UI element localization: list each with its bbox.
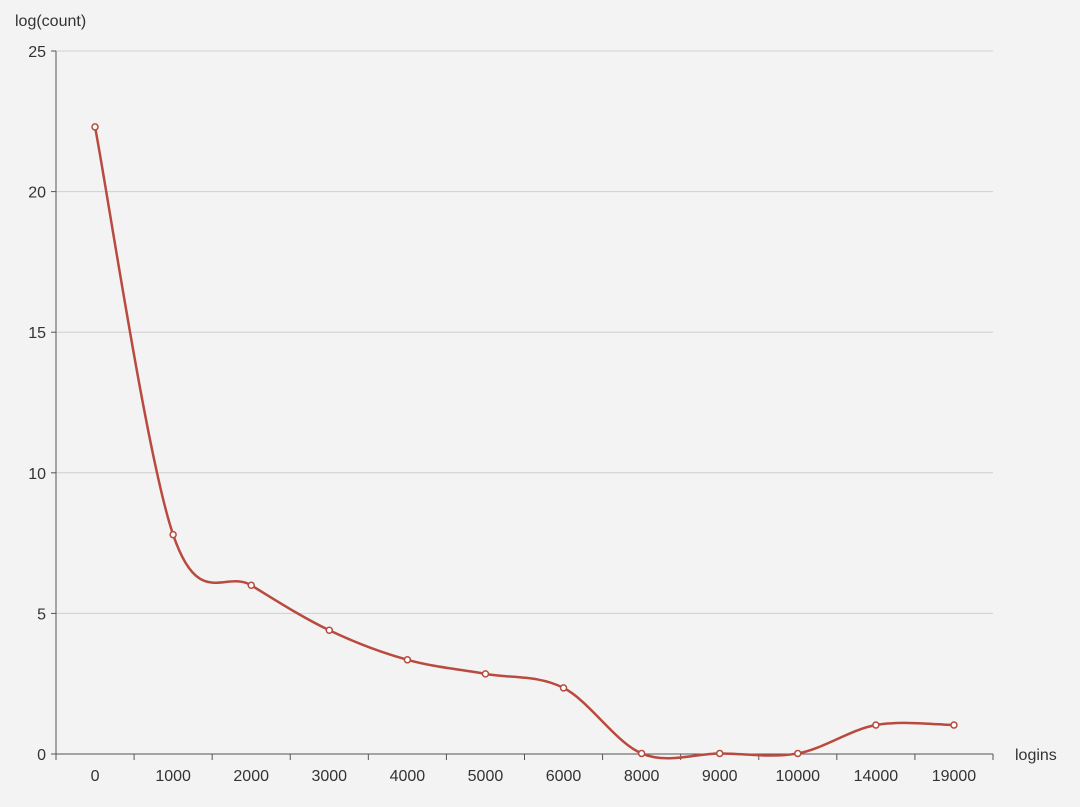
data-point-9000[interactable] [715,749,724,758]
x-tick-label: 3000 [311,768,347,785]
series-line [93,125,956,760]
data-point-19000[interactable] [950,721,958,729]
data-point-3000[interactable] [325,626,334,635]
data-point-5000[interactable] [481,670,490,678]
data-point-14000[interactable] [872,721,880,729]
x-tick-label: 4000 [390,768,426,785]
data-point-2000[interactable] [247,581,255,590]
y-tick-label: 15 [28,325,46,342]
data-point-0[interactable] [91,123,99,131]
x-tick-label: 9000 [702,768,738,785]
x-tick-label: 6000 [546,768,582,785]
y-tick-label: 10 [28,466,46,483]
axes [55,51,993,755]
data-point-8000[interactable] [637,749,646,758]
y-tick-label: 20 [28,185,46,202]
data-point-6000[interactable] [559,684,568,692]
y-tick-label: 5 [37,606,46,623]
data-point-1000[interactable] [169,530,177,539]
x-axis-ticks: 0 1000 2000 3000 4000 5000 6000 8000 9000 10000 14… [55,754,994,785]
y-axis-label: log(count) [15,13,86,30]
x-tick-label: 1000 [155,768,191,785]
data-point-4000[interactable] [403,656,412,664]
data-point-10000[interactable] [794,749,802,758]
x-tick-label: 5000 [468,768,504,785]
x-tick-label: 14000 [854,768,899,785]
x-tick-label: 0 [91,768,100,785]
x-axis-label: logins [1015,747,1057,764]
x-tick-label: 8000 [624,768,660,785]
y-tick-label: 0 [37,747,46,764]
x-tick-label: 2000 [233,768,269,785]
series [91,123,958,760]
grid-lines [56,50,993,614]
y-tick-label: 25 [28,44,46,61]
y-axis-ticks: 0 5 10 15 20 25 [28,44,56,764]
x-tick-label: 10000 [776,768,821,785]
x-tick-label: 19000 [932,768,977,785]
